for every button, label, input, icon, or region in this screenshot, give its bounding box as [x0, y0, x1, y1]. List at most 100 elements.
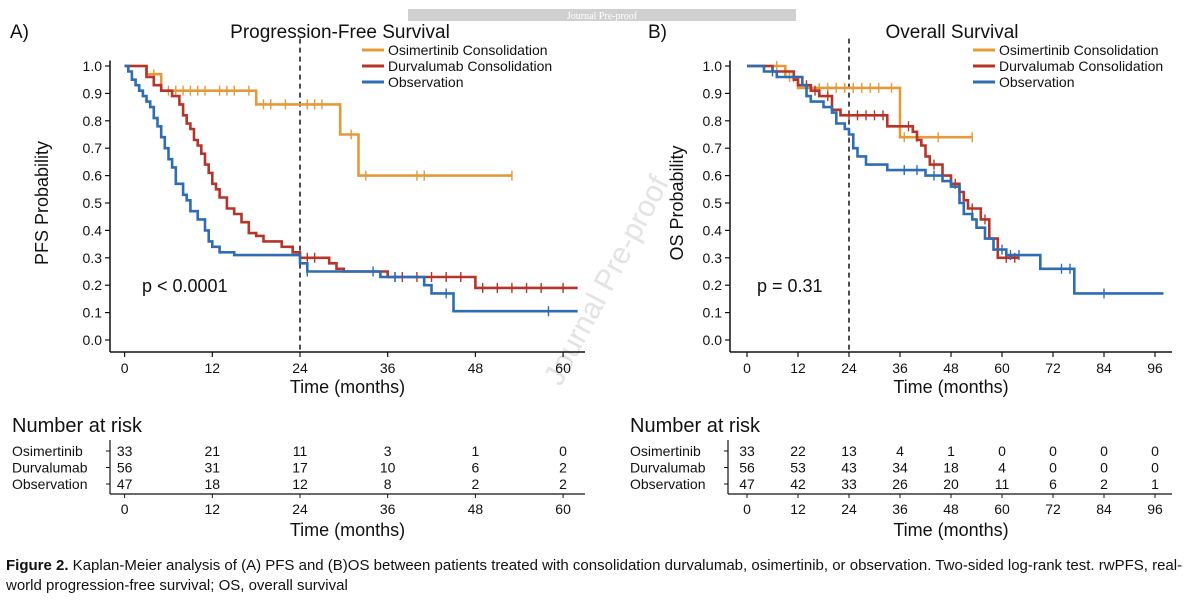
y-tick-label: 1.0 [83, 58, 103, 74]
km-curve-2 [124, 64, 578, 290]
risk-x-tick-label: 24 [841, 501, 857, 517]
risk-table-cell: 56 [739, 460, 755, 476]
chart-title: Progression-Free Survival [230, 22, 450, 43]
risk-table-cell: 18 [205, 476, 221, 492]
y-axis-label: OS Probability [667, 145, 687, 260]
x-tick-label: 60 [555, 360, 571, 376]
x-tick-label: 96 [1147, 360, 1163, 376]
risk-table-cell: 56 [117, 460, 133, 476]
x-axis-label: Time (months) [893, 377, 1008, 397]
risk-table-cell: 53 [790, 460, 806, 476]
x-tick-label: 48 [468, 360, 484, 376]
risk-table-cell: 8 [384, 476, 392, 492]
y-tick-label: 0.3 [703, 250, 723, 266]
y-tick-label: 0.9 [703, 85, 723, 101]
risk-table-cell: 33 [117, 443, 133, 459]
risk-table-cell: 21 [205, 443, 221, 459]
x-tick-label: 12 [790, 360, 806, 376]
risk-table-xlabel: Time (months) [290, 520, 405, 540]
risk-table-cell: 13 [841, 443, 857, 459]
y-tick-label: 0.4 [83, 222, 103, 238]
legend-entry: Durvalumab Consolidation [388, 58, 552, 74]
p-value-annotation: p = 0.31 [757, 276, 823, 296]
risk-row-label: Osimertinib [630, 443, 701, 459]
risk-table-cell: 17 [292, 460, 308, 476]
risk-table-cell: 10 [380, 460, 396, 476]
risk-table-cell: 33 [739, 443, 755, 459]
x-tick-label: 48 [943, 360, 959, 376]
km-curve-3 [124, 64, 578, 313]
risk-x-tick-label: 84 [1096, 501, 1112, 517]
risk-x-tick-label: 96 [1147, 501, 1163, 517]
risk-table-heading: Number at risk [630, 415, 761, 437]
risk-table-cell: 1 [1151, 476, 1159, 492]
risk-table-cell: 0 [1151, 460, 1159, 476]
panel-a: A) Progression-Free Survival 0.0 0.1 0.2 0.3 0… [10, 22, 585, 540]
y-tick-label: 0.8 [83, 113, 103, 129]
chart-title: Overall Survival [885, 22, 1018, 43]
risk-table-cell: 1 [947, 443, 955, 459]
legend-entry: Durvalumab Consolidation [999, 58, 1163, 74]
panel-label: B) [648, 22, 667, 43]
risk-table-cell: 2 [559, 476, 567, 492]
caption-text: Kaplan-Meier analysis of (A) PFS and (B)… [6, 557, 1183, 594]
risk-table-cell: 0 [1049, 443, 1057, 459]
risk-table-cell: 2 [471, 476, 479, 492]
risk-x-tick-label: 12 [790, 501, 806, 517]
y-tick-label: 1.0 [703, 58, 723, 74]
legend-entry: Observation [999, 74, 1074, 90]
risk-table-cell: 4 [896, 443, 904, 459]
y-tick-label: 0.7 [83, 140, 103, 156]
y-tick-label: 0.1 [703, 305, 723, 321]
risk-table-cell: 11 [995, 476, 1010, 492]
risk-x-tick-label: 48 [468, 501, 484, 517]
risk-row-label: Durvalumab [630, 460, 706, 476]
risk-table-xlabel: Time (months) [893, 520, 1008, 540]
journal-banner-bar [408, 9, 796, 21]
risk-table-cell: 2 [559, 460, 567, 476]
risk-table-cell: 34 [892, 460, 908, 476]
risk-table-cell: 33 [841, 476, 857, 492]
x-tick-label: 12 [205, 360, 221, 376]
y-axis-label: PFS Probability [32, 141, 52, 265]
y-tick-label: 0.1 [83, 305, 103, 321]
journal-banner: Journal Pre-proof [567, 11, 638, 22]
x-tick-label: 36 [892, 360, 908, 376]
risk-table-cell: 18 [943, 460, 959, 476]
x-tick-label: 60 [994, 360, 1010, 376]
y-tick-label: 0.5 [703, 195, 723, 211]
risk-row-label: Osimertinib [12, 443, 83, 459]
risk-row-label: Durvalumab [12, 460, 88, 476]
risk-table-cell: 1 [471, 443, 479, 459]
risk-table-cell: 47 [739, 476, 755, 492]
risk-table-cell: 2 [1100, 476, 1108, 492]
risk-row-label: Observation [12, 476, 87, 492]
x-tick-label: 0 [121, 360, 129, 376]
risk-x-tick-label: 0 [121, 501, 129, 517]
risk-x-tick-label: 12 [205, 501, 221, 517]
risk-table-heading: Number at risk [12, 415, 143, 437]
y-tick-label: 0.7 [703, 140, 723, 156]
y-tick-label: 0.5 [83, 195, 103, 211]
y-tick-label: 0.6 [83, 168, 103, 184]
legend-entry: Observation [388, 74, 463, 90]
x-tick-label: 0 [743, 360, 751, 376]
risk-table-cell: 0 [998, 443, 1006, 459]
risk-table-cell: 26 [892, 476, 908, 492]
risk-table-cell: 20 [943, 476, 959, 492]
x-axis-label: Time (months) [290, 377, 405, 397]
risk-x-tick-label: 0 [743, 501, 751, 517]
y-tick-label: 0.8 [703, 113, 723, 129]
y-tick-label: 0.0 [83, 332, 103, 348]
risk-table-cell: 42 [790, 476, 806, 492]
risk-table-cell: 11 [293, 443, 308, 459]
y-tick-label: 0.4 [703, 222, 723, 238]
figure-caption: Figure 2. Kaplan-Meier analysis of (A) P… [6, 556, 1194, 596]
watermark: Journal Pre-proof [538, 170, 676, 391]
p-value-annotation: p < 0.0001 [142, 276, 228, 296]
risk-table-cell: 47 [117, 476, 133, 492]
x-tick-label: 24 [292, 360, 308, 376]
legend-entry: Osimertinib Consolidation [388, 42, 548, 58]
caption-label: Figure 2. [6, 557, 69, 574]
x-tick-label: 72 [1045, 360, 1061, 376]
